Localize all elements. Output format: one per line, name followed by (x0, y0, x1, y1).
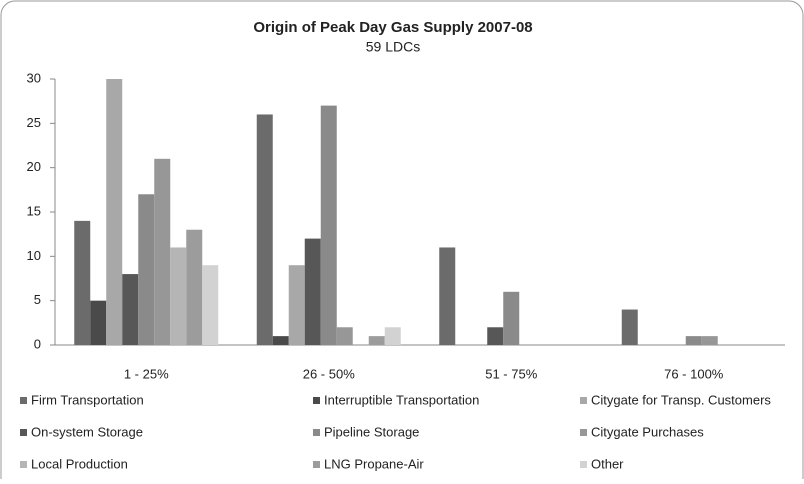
legend-swatch (20, 429, 27, 436)
bar (621, 309, 638, 345)
legend-label: Firm Transportation (31, 392, 144, 407)
legend-label: Citygate for Transp. Customers (591, 392, 771, 407)
bar (439, 247, 456, 345)
y-tick-label: 0 (34, 336, 41, 351)
bar (202, 265, 219, 345)
chart-subtitle: 59 LDCs (366, 39, 420, 55)
bar (336, 327, 353, 345)
y-tick-label: 25 (27, 115, 41, 130)
bar (90, 300, 107, 345)
y-tick-label: 10 (27, 248, 41, 263)
y-tick-label: 20 (27, 159, 41, 174)
bar (701, 336, 718, 345)
bar (170, 247, 187, 345)
bar (384, 327, 401, 345)
chart-title: Origin of Peak Day Gas Supply 2007-08 (253, 19, 532, 36)
legend-swatch (580, 397, 587, 404)
legend-swatch (313, 397, 320, 404)
bar (304, 238, 321, 345)
x-tick-label: 1 - 25% (124, 366, 169, 381)
legend-label: Interruptible Transportation (324, 392, 479, 407)
legend-label: Pipeline Storage (324, 424, 419, 439)
bar (272, 336, 289, 345)
bar (320, 105, 337, 345)
legend-label: On-system Storage (31, 424, 143, 439)
bar (138, 194, 155, 345)
x-tick-label: 51 - 75% (485, 366, 537, 381)
bar (288, 265, 305, 345)
legend-swatch (580, 429, 587, 436)
legend-swatch (313, 461, 320, 468)
bar (74, 220, 91, 345)
legend-label: Citygate Purchases (591, 424, 704, 439)
bar (503, 291, 520, 345)
y-tick-label: 30 (27, 70, 41, 85)
legend-swatch (20, 397, 27, 404)
legend-swatch (313, 429, 320, 436)
y-tick-label: 15 (27, 203, 41, 218)
bar (256, 114, 273, 345)
bar (106, 79, 123, 345)
bar (368, 336, 385, 345)
bar (122, 274, 139, 345)
bar (154, 158, 171, 345)
legend-label: Other (591, 456, 624, 471)
legend-swatch (580, 461, 587, 468)
y-tick-label: 5 (34, 292, 41, 307)
legend-label: LNG Propane-Air (324, 456, 424, 471)
legend-swatch (20, 461, 27, 468)
bar (186, 229, 203, 345)
x-tick-label: 76 - 100% (664, 366, 724, 381)
bar (685, 336, 702, 345)
legend-label: Local Production (31, 456, 128, 471)
x-tick-label: 26 - 50% (303, 366, 355, 381)
bar (487, 327, 504, 345)
